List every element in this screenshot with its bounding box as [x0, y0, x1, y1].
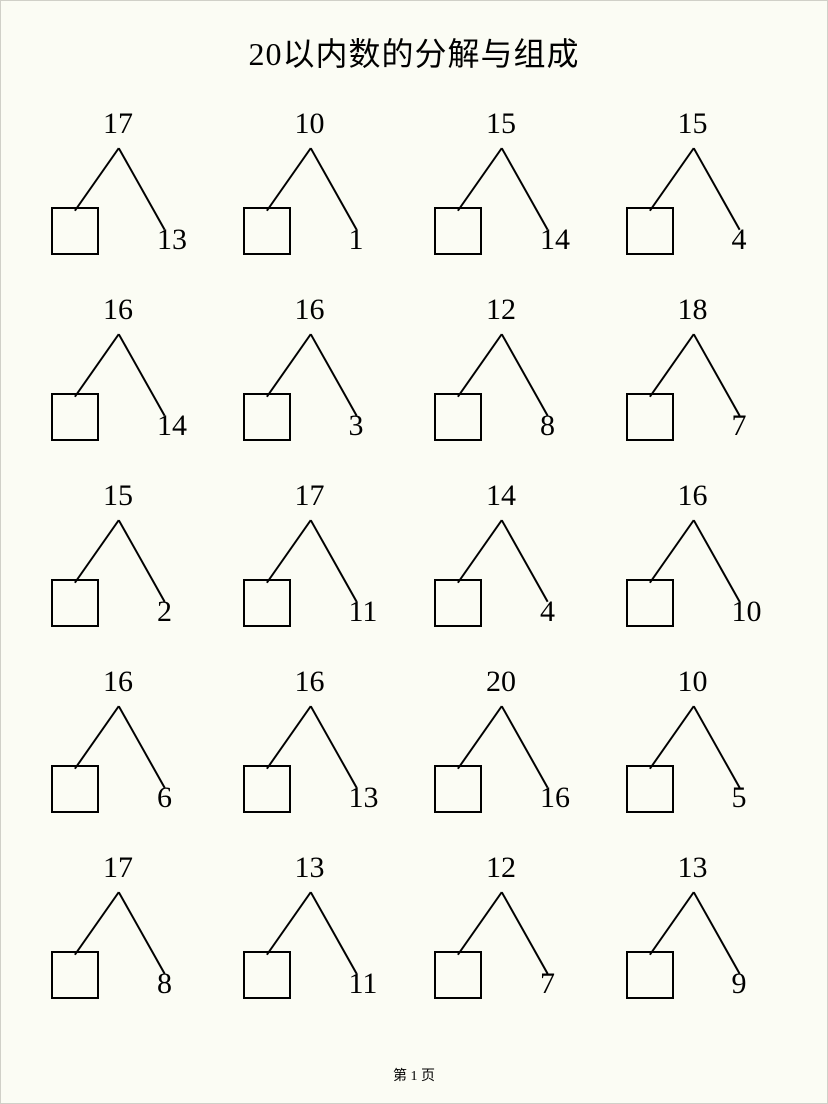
decompose-top-number: 15: [486, 107, 516, 141]
decompose-right-number: 13: [349, 781, 379, 815]
decompose-right-number: 16: [540, 781, 570, 815]
problems-grid: 1713101151415416141631281871521711144161…: [1, 85, 827, 1065]
answer-box[interactable]: [434, 579, 482, 627]
decompose-top-number: 20: [486, 665, 516, 699]
problem-cell: 12 7: [414, 839, 606, 1025]
decompose-top-number: 12: [486, 293, 516, 327]
answer-box[interactable]: [626, 207, 674, 255]
answer-box[interactable]: [243, 765, 291, 813]
decompose-top-number: 10: [295, 107, 325, 141]
problem-cell: 16 6: [31, 653, 223, 839]
decompose-right-number: 1: [349, 223, 364, 257]
problem-cell: 18 7: [606, 281, 798, 467]
problem-cell: 17 8: [31, 839, 223, 1025]
problem-cell: 15 4: [606, 95, 798, 281]
problem-cell: 1713: [31, 95, 223, 281]
decompose-top-number: 16: [103, 665, 133, 699]
decompose-right-number: 4: [732, 223, 747, 257]
decompose-top-number: 13: [678, 851, 708, 885]
decompose-right-number: 8: [157, 967, 172, 1001]
answer-box[interactable]: [434, 765, 482, 813]
decompose-right-number: 14: [540, 223, 570, 257]
answer-box[interactable]: [434, 951, 482, 999]
decompose-right-number: 11: [349, 967, 378, 1001]
answer-box[interactable]: [51, 951, 99, 999]
decompose-right-number: 5: [732, 781, 747, 815]
decompose-top-number: 16: [678, 479, 708, 513]
decompose-top-number: 13: [295, 851, 325, 885]
answer-box[interactable]: [51, 207, 99, 255]
decompose-right-number: 7: [732, 409, 747, 443]
problem-cell: 14 4: [414, 467, 606, 653]
problem-cell: 12 8: [414, 281, 606, 467]
problem-cell: 2016: [414, 653, 606, 839]
decompose-right-number: 6: [157, 781, 172, 815]
answer-box[interactable]: [243, 579, 291, 627]
decompose-top-number: 17: [103, 851, 133, 885]
answer-box[interactable]: [626, 579, 674, 627]
decompose-top-number: 12: [486, 851, 516, 885]
answer-box[interactable]: [51, 765, 99, 813]
decompose-right-number: 11: [349, 595, 378, 629]
answer-box[interactable]: [626, 393, 674, 441]
problem-cell: 1514: [414, 95, 606, 281]
decompose-top-number: 10: [678, 665, 708, 699]
page-footer: 第 1 页: [1, 1065, 827, 1085]
problem-cell: 10 5: [606, 653, 798, 839]
decompose-top-number: 16: [103, 293, 133, 327]
problem-cell: 13 9: [606, 839, 798, 1025]
answer-box[interactable]: [626, 765, 674, 813]
decompose-top-number: 17: [103, 107, 133, 141]
problem-cell: 15 2: [31, 467, 223, 653]
problem-cell: 1614: [31, 281, 223, 467]
decompose-top-number: 17: [295, 479, 325, 513]
answer-box[interactable]: [243, 207, 291, 255]
decompose-right-number: 8: [540, 409, 555, 443]
answer-box[interactable]: [243, 951, 291, 999]
decompose-right-number: 9: [732, 967, 747, 1001]
decompose-top-number: 18: [678, 293, 708, 327]
answer-box[interactable]: [51, 393, 99, 441]
answer-box[interactable]: [626, 951, 674, 999]
problem-cell: 1610: [606, 467, 798, 653]
decompose-right-number: 10: [732, 595, 762, 629]
answer-box[interactable]: [434, 207, 482, 255]
decompose-top-number: 14: [486, 479, 516, 513]
decompose-right-number: 13: [157, 223, 187, 257]
answer-box[interactable]: [243, 393, 291, 441]
decompose-top-number: 16: [295, 293, 325, 327]
answer-box[interactable]: [51, 579, 99, 627]
decompose-right-number: 3: [349, 409, 364, 443]
decompose-right-number: 7: [540, 967, 555, 1001]
decompose-top-number: 16: [295, 665, 325, 699]
decompose-right-number: 14: [157, 409, 187, 443]
decompose-right-number: 2: [157, 595, 172, 629]
problem-cell: 16 3: [223, 281, 415, 467]
problem-cell: 13 11: [223, 839, 415, 1025]
problem-cell: 1613: [223, 653, 415, 839]
problem-cell: 10 1: [223, 95, 415, 281]
problem-cell: 1711: [223, 467, 415, 653]
decompose-top-number: 15: [103, 479, 133, 513]
answer-box[interactable]: [434, 393, 482, 441]
decompose-top-number: 15: [678, 107, 708, 141]
decompose-right-number: 4: [540, 595, 555, 629]
page-title: 20以内数的分解与组成: [1, 1, 827, 85]
